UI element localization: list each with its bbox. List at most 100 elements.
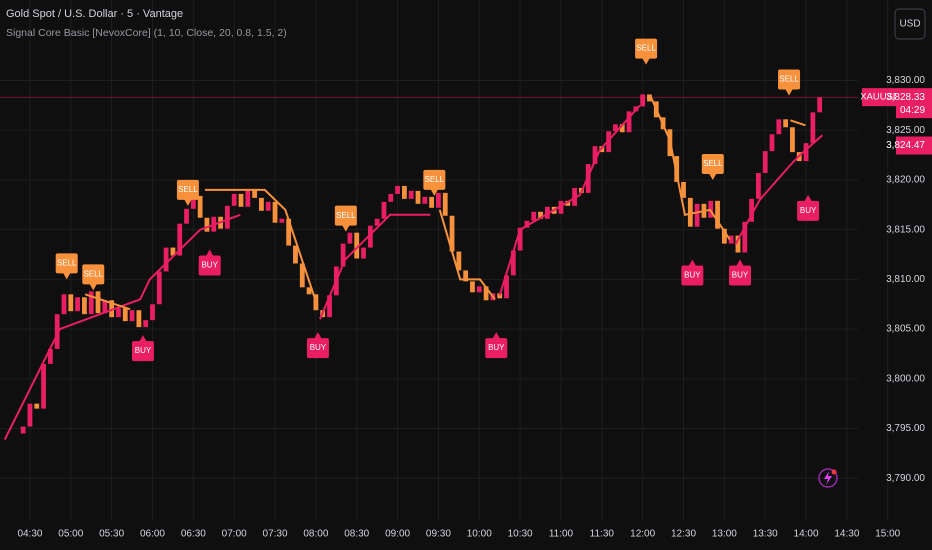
candle-body: [449, 215, 455, 252]
candle-body: [109, 300, 115, 318]
candle-body: [293, 245, 298, 264]
plot: SELL SELL BUY SELL BUY BUY SELL SELL BUY SELL BUY S…: [0, 0, 889, 520]
candle-body: [27, 403, 33, 427]
candle-body: [340, 243, 346, 267]
candle-body: [401, 185, 407, 199]
candle-body: [116, 308, 121, 318]
signal-box: [198, 255, 221, 276]
x-tick-label: 09:30: [426, 529, 451, 540]
signal-box: [701, 153, 724, 174]
candle-body: [156, 271, 162, 305]
candle-body: [436, 192, 441, 208]
signal-marker: SELL: [778, 69, 801, 96]
candle-body: [456, 251, 462, 271]
signal-box: [55, 253, 78, 274]
signal-label: SELL: [703, 159, 723, 168]
lightning-icon[interactable]: [818, 468, 838, 488]
last-price-label: 3,828.33: [886, 92, 925, 103]
y-tick-label: 3,825.00: [886, 125, 925, 136]
candle-body: [408, 190, 414, 199]
candle-body: [483, 286, 489, 301]
candle-body: [592, 146, 598, 165]
x-tick-label: 10:00: [467, 529, 492, 540]
signal-pointer: [341, 224, 350, 232]
symbol-title: Gold Spot / U.S. Dollar · 5 · Vantage: [6, 8, 183, 20]
x-tick-label: 12:30: [671, 529, 696, 540]
signal-pointer: [492, 332, 501, 340]
signal-pointer: [138, 335, 147, 343]
candle-body: [810, 112, 816, 144]
signal-marker: SELL: [176, 179, 199, 206]
x-tick-label: 11:30: [590, 529, 615, 540]
candle-body: [313, 294, 319, 311]
x-tick-label: 14:30: [834, 529, 859, 540]
signal-box: [306, 338, 329, 359]
x-tick-label: 11:00: [549, 529, 574, 540]
signal-pointer: [688, 259, 697, 267]
candle-body: [442, 192, 448, 216]
candle-body: [197, 195, 203, 218]
candle-body: [735, 235, 741, 253]
signal-label: BUY: [310, 343, 327, 352]
candle-body: [388, 193, 394, 202]
candle-body: [88, 291, 94, 315]
x-tick-label: 04:30: [17, 529, 42, 540]
x-tick-label: 08:30: [344, 529, 369, 540]
x-tick-label: 07:30: [263, 529, 288, 540]
y-tick-label: 3,795.00: [886, 423, 925, 434]
signal-box: [635, 38, 658, 59]
signal-marker: SELL: [334, 205, 357, 232]
countdown-label: 04:29: [900, 105, 925, 116]
x-tick-label: 10:30: [508, 529, 533, 540]
candle-body: [224, 205, 230, 229]
candle-body: [170, 247, 176, 256]
candle-body: [476, 286, 482, 293]
candle-body: [286, 218, 292, 246]
candle-body: [231, 193, 237, 206]
candle-body: [68, 294, 74, 312]
candle-body: [769, 134, 775, 152]
signal-box: [82, 264, 105, 285]
signal-pointer: [62, 272, 71, 280]
candle-body: [749, 198, 754, 222]
candle-body: [136, 310, 142, 328]
candle-body: [47, 348, 53, 364]
indicator-badge: [896, 136, 932, 155]
candle-body: [306, 287, 312, 295]
candle-body: [361, 247, 366, 259]
x-tick-label: 06:30: [181, 529, 206, 540]
candle-body: [776, 119, 782, 135]
signal-marker: BUY: [198, 249, 221, 276]
last-price-badge: [896, 88, 932, 119]
candle-body: [354, 232, 360, 259]
candle-body: [75, 297, 81, 312]
y-tick-label: 3,830.00: [886, 75, 925, 86]
y-tick-label: 3,820.00: [886, 175, 925, 186]
candle-body: [565, 200, 571, 206]
candle-body: [367, 225, 373, 248]
signal-label: SELL: [336, 211, 356, 220]
currency-button[interactable]: [894, 8, 926, 40]
signal-label: SELL: [83, 269, 103, 278]
candle-body: [647, 94, 652, 102]
candle-body: [687, 197, 693, 227]
signal-marker: SELL: [55, 253, 78, 280]
signal-marker: BUY: [681, 259, 704, 286]
candle-body: [728, 235, 734, 244]
signal-pointer: [183, 198, 192, 206]
signal-label: BUY: [201, 261, 218, 270]
symbol-badge-label: XAUUSD: [860, 92, 900, 103]
candle-body: [415, 190, 421, 204]
candle-body: [510, 250, 516, 276]
signal-label: SELL: [178, 185, 198, 194]
currency-label[interactable]: USD: [899, 19, 920, 30]
candle-body: [34, 403, 40, 409]
x-tick-label: 14:00: [794, 529, 819, 540]
signal-pointer: [804, 194, 813, 202]
candle-body: [204, 217, 210, 232]
candle-body: [184, 208, 189, 224]
candle-body: [681, 181, 686, 198]
x-tick-label: 08:00: [303, 529, 328, 540]
